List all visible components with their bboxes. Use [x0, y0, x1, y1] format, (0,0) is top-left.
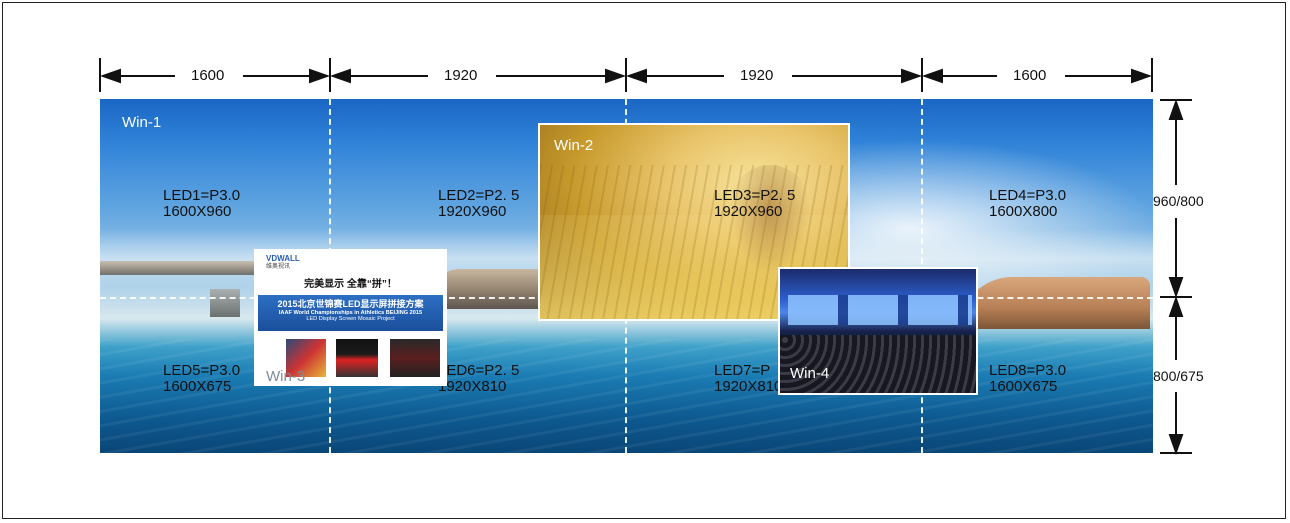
led-name: LED7=P: [714, 362, 771, 379]
height-label-2: 800/675: [1153, 368, 1204, 384]
led-resolution: 1600X675: [163, 378, 232, 395]
led-resolution: 1920X810: [714, 378, 783, 395]
window-label-win4: Win-4: [790, 365, 830, 382]
vdwall-logo: VDWALL 维奥视讯: [266, 255, 300, 271]
logo-subtext: 维奥视讯: [266, 264, 291, 270]
led-name: LED6=P2. 5: [438, 362, 520, 379]
logo-text: VDWALL: [266, 254, 300, 263]
win3-thumbnail: [390, 339, 440, 377]
led-panel-label: LED1=P3.0 1600X960: [163, 188, 240, 220]
led-panel-label: LED4=P3.0 1600X800: [989, 188, 1066, 220]
width-label-4: 1600: [1013, 67, 1047, 84]
window-win4[interactable]: Win-4: [778, 267, 978, 395]
width-label-3: 1920: [740, 67, 774, 84]
background-lighthouse: [210, 289, 240, 317]
win3-slogan: 完美显示 全靠“拼”！: [304, 279, 397, 290]
led-resolution: 1920X960: [714, 203, 783, 220]
led-panel-label: LED8=P3.0 1600X675: [989, 363, 1066, 395]
led-resolution: 1600X960: [163, 203, 232, 220]
width-label-2: 1920: [444, 67, 478, 84]
window-label-win1: Win-1: [122, 114, 162, 131]
led-resolution: 1920X810: [438, 378, 507, 395]
led-resolution: 1600X800: [989, 203, 1058, 220]
win4-stage-screens: [788, 295, 972, 325]
led-panel-label: LED7=P 1920X810: [714, 363, 782, 395]
window-label-win2: Win-2: [554, 137, 594, 154]
win2-cat-image: [730, 165, 810, 275]
height-label-1: 960/800: [1153, 193, 1204, 209]
led-panel-label: LED3=P2. 5 1920X960: [714, 188, 795, 220]
led-resolution: 1600X675: [989, 378, 1058, 395]
led-name: LED8=P3.0: [989, 362, 1067, 379]
banner-title: 2015北京世锦赛LED显示屏拼接方案: [277, 299, 424, 309]
led-name: LED4=P3.0: [989, 187, 1067, 204]
led-panel-label: LED6=P2. 5 1920X810: [438, 363, 519, 395]
window-win3[interactable]: VDWALL 维奥视讯 完美显示 全靠“拼”！ 2015北京世锦赛LED显示屏拼…: [254, 249, 447, 386]
win4-audience: [780, 335, 976, 393]
banner-line3: LED Display Screen Mosaic Project: [306, 316, 395, 322]
banner-line2: IAAF World Championships in Athletics BE…: [278, 310, 423, 316]
led-name: LED2=P2. 5: [438, 187, 520, 204]
width-label-1: 1600: [191, 67, 225, 84]
led-panel-label: LED2=P2. 5 1920X960: [438, 188, 519, 220]
win3-banner: 2015北京世锦赛LED显示屏拼接方案 IAAF World Champions…: [258, 295, 443, 331]
win3-thumbnail: [336, 339, 378, 377]
background-fort: [960, 277, 1150, 329]
led-panel-label: LED5=P3.0 1600X675: [163, 363, 240, 395]
led-name: LED3=P2. 5: [714, 187, 796, 204]
led-resolution: 1920X960: [438, 203, 507, 220]
win3-thumbnail: [286, 339, 326, 377]
led-wall: Win-1 LED1=P3.0 1600X960 LED2=P2. 5 1920…: [100, 99, 1153, 453]
led-name: LED1=P3.0: [163, 187, 241, 204]
window-label-win3: Win-3: [266, 368, 306, 385]
led-name: LED5=P3.0: [163, 362, 241, 379]
